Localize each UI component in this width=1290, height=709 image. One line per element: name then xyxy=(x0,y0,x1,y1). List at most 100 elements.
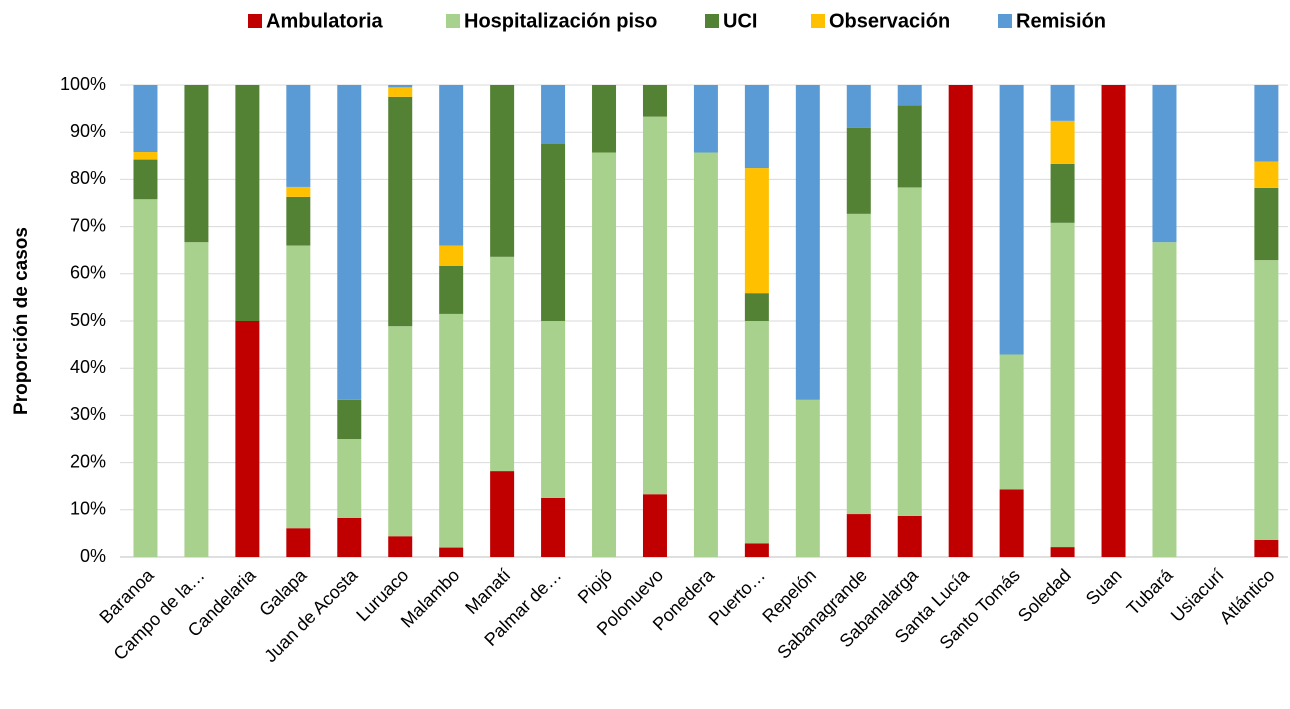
x-tick-label: Suan xyxy=(1082,565,1126,609)
bar-segment xyxy=(388,536,413,557)
bar-segment xyxy=(744,85,769,169)
legend-label: Observación xyxy=(829,10,950,32)
bar-segment xyxy=(693,85,718,153)
bar-segment xyxy=(541,144,566,321)
bar-segment xyxy=(439,85,464,246)
bar-segment xyxy=(846,213,871,515)
bar-segment xyxy=(541,498,566,557)
x-tick-label: Sabanagrande xyxy=(773,565,871,663)
legend-label: Ambulatoria xyxy=(266,10,384,32)
bar-segment xyxy=(1050,163,1075,223)
bar-segment xyxy=(846,85,871,128)
bar-segment xyxy=(133,85,158,153)
y-tick-label: 20% xyxy=(70,451,106,471)
bar-segment xyxy=(1254,260,1279,541)
bar-segment xyxy=(439,313,464,548)
legend-swatch xyxy=(998,14,1012,28)
y-tick-label: 0% xyxy=(80,546,106,566)
bar-segment xyxy=(541,321,566,498)
bar-segment xyxy=(948,85,973,557)
legend-swatch xyxy=(705,14,719,28)
bar-segment xyxy=(235,321,260,557)
bar-segment xyxy=(133,152,158,160)
bar-segment xyxy=(1254,161,1279,188)
bar-segment xyxy=(1050,222,1075,548)
x-tick-label: Soledad xyxy=(1014,565,1075,626)
legend-swatch xyxy=(811,14,825,28)
bar-segment xyxy=(541,85,566,144)
y-tick-label: 50% xyxy=(70,310,106,330)
bar-segment xyxy=(846,514,871,557)
bar-segment xyxy=(795,85,820,400)
y-tick-label: 80% xyxy=(70,168,106,188)
bar-segment xyxy=(439,265,464,314)
bar-segment xyxy=(388,85,413,88)
bar-segment xyxy=(1050,85,1075,121)
bar-segment xyxy=(642,116,667,495)
bar-segment xyxy=(592,85,617,153)
bar-segment xyxy=(592,152,617,557)
bar-segment xyxy=(1152,242,1177,557)
bar-segment xyxy=(490,85,515,257)
bar-segment xyxy=(337,439,362,518)
y-axis-title: Proporción de casos xyxy=(11,227,32,415)
bar-segment xyxy=(388,87,413,97)
y-tick-label: 70% xyxy=(70,215,106,235)
x-tick-label: Juan de Acosta xyxy=(260,564,362,666)
legend-swatch xyxy=(446,14,460,28)
bar-segment xyxy=(897,105,922,188)
x-tick-label: Campo de la… xyxy=(110,565,209,664)
bar-segment xyxy=(1050,547,1075,557)
bar-segment xyxy=(235,85,260,321)
bar-segment xyxy=(897,187,922,516)
bar-segment xyxy=(133,199,158,557)
legend-label: Hospitalización piso xyxy=(464,10,657,32)
bar-segment xyxy=(439,245,464,266)
bar-segment xyxy=(1101,85,1126,557)
bar-segment xyxy=(286,196,311,246)
bar-segment xyxy=(1254,187,1279,261)
y-tick-label: 90% xyxy=(70,121,106,141)
bar-segment xyxy=(897,515,922,557)
legend-label: Remisión xyxy=(1016,10,1106,32)
x-tick-label: Piojó xyxy=(574,565,616,607)
bar-segment xyxy=(999,489,1024,557)
bar-segment xyxy=(1050,120,1075,164)
bar-segment xyxy=(286,85,311,187)
bar-segment xyxy=(1152,85,1177,243)
bar-segment xyxy=(1254,540,1279,557)
y-tick-label: 60% xyxy=(70,263,106,283)
bar-segment xyxy=(490,256,515,472)
bar-segment xyxy=(846,127,871,214)
bar-segment xyxy=(744,293,769,321)
bar-segment xyxy=(337,399,362,439)
y-tick-label: 10% xyxy=(70,499,106,519)
bar-segment xyxy=(286,186,311,197)
y-tick-label: 30% xyxy=(70,404,106,424)
bar-segment xyxy=(388,96,413,327)
bar-segment xyxy=(388,326,413,537)
x-tick-label: Puerto… xyxy=(705,565,769,629)
bar-segment xyxy=(744,543,769,557)
bar-segment xyxy=(744,168,769,294)
bar-segment xyxy=(897,85,922,106)
bar-segment xyxy=(999,354,1024,490)
bar-segment xyxy=(795,399,820,557)
bar-segment xyxy=(439,547,464,557)
x-tick-label: Atlántico xyxy=(1216,565,1279,628)
legend-label: UCI xyxy=(723,10,757,32)
bar-segment xyxy=(337,85,362,400)
y-tick-label: 100% xyxy=(60,74,106,94)
bar-segment xyxy=(286,245,311,529)
bar-segment xyxy=(642,494,667,557)
bar-segment xyxy=(184,85,209,243)
bar-segment xyxy=(337,517,362,557)
bar-segment xyxy=(490,471,515,557)
bar-segment xyxy=(999,85,1024,355)
bar-segment xyxy=(286,528,311,557)
bar-segment xyxy=(184,242,209,557)
y-tick-label: 40% xyxy=(70,357,106,377)
bar-segment xyxy=(642,85,667,117)
bar-segment xyxy=(693,152,718,557)
